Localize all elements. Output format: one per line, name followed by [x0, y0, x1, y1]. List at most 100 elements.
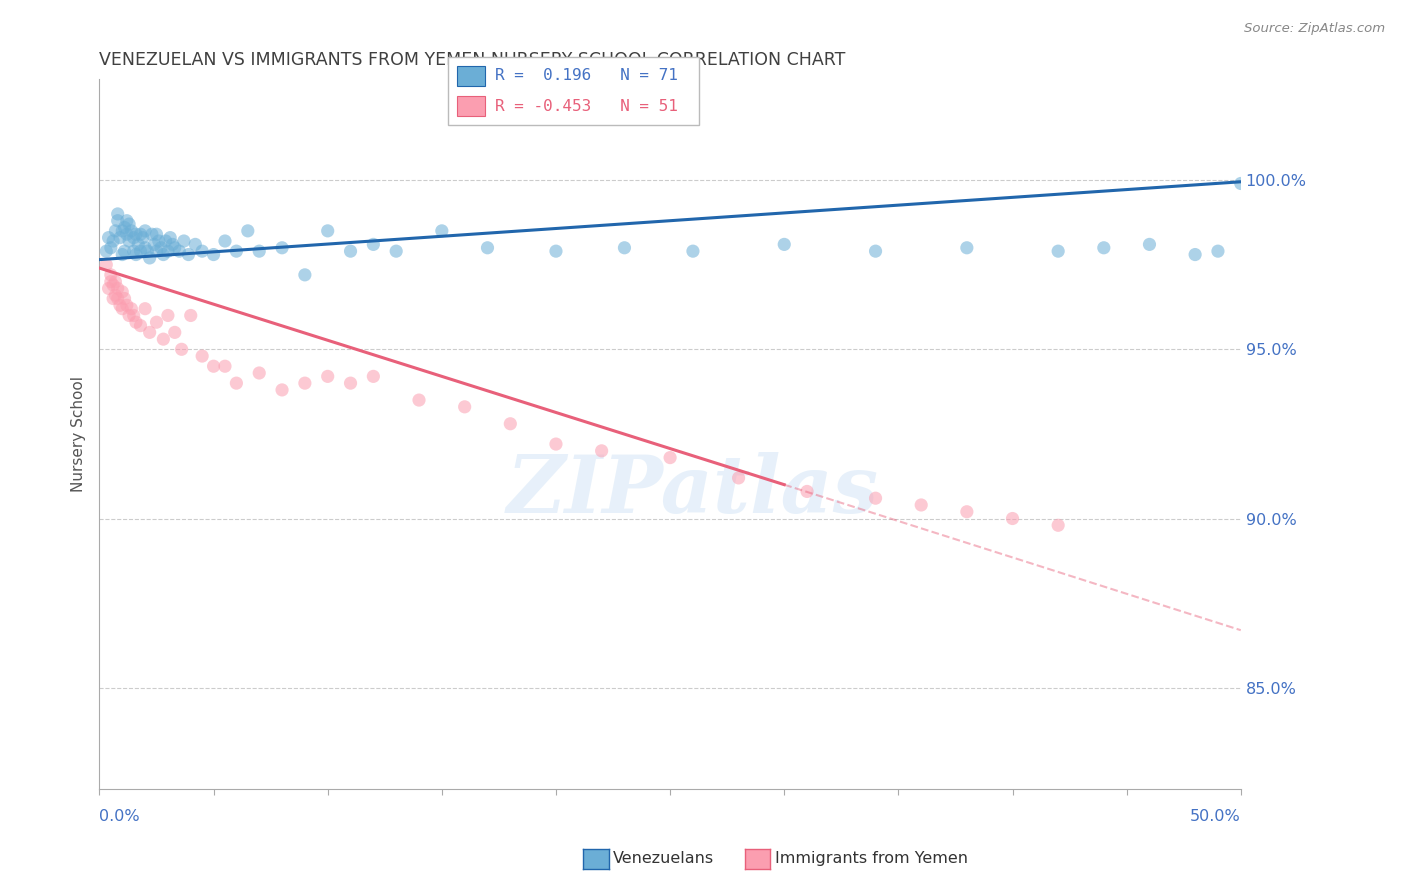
Point [544, 437, 567, 451]
Point [1229, 177, 1251, 191]
Point [138, 326, 160, 340]
FancyBboxPatch shape [447, 57, 699, 125]
Point [177, 247, 200, 261]
Point [138, 251, 160, 265]
Point [294, 268, 316, 282]
Point [150, 241, 173, 255]
Point [132, 230, 155, 244]
FancyBboxPatch shape [457, 66, 485, 86]
Point [385, 244, 408, 259]
Point [316, 369, 339, 384]
Point [363, 237, 385, 252]
Point [271, 241, 294, 255]
Point [214, 359, 236, 374]
Point [180, 309, 202, 323]
Point [453, 400, 475, 414]
Point [97, 281, 120, 295]
Point [134, 301, 156, 316]
Point [408, 393, 430, 408]
Point [104, 224, 127, 238]
Point [114, 244, 136, 259]
Point [125, 227, 148, 242]
Point [659, 450, 682, 465]
Point [143, 237, 166, 252]
Point [191, 349, 214, 363]
Point [163, 326, 186, 340]
Point [134, 224, 156, 238]
Y-axis label: Nursery School: Nursery School [72, 376, 86, 491]
Point [544, 244, 567, 259]
Point [107, 207, 129, 221]
Point [1139, 237, 1161, 252]
Point [118, 234, 141, 248]
Point [202, 247, 225, 261]
Point [125, 315, 148, 329]
Point [1184, 247, 1206, 261]
Point [111, 224, 134, 238]
Point [129, 227, 152, 242]
Point [122, 244, 145, 259]
Point [956, 241, 979, 255]
Point [1092, 241, 1115, 255]
Point [100, 268, 122, 282]
Point [96, 244, 118, 259]
Point [173, 234, 195, 248]
Point [236, 224, 259, 238]
Point [156, 309, 179, 323]
Point [1001, 511, 1024, 525]
Point [956, 505, 979, 519]
Text: R = -0.453   N = 51: R = -0.453 N = 51 [495, 99, 678, 114]
Point [247, 366, 270, 380]
Point [294, 376, 316, 391]
Text: 0.0%: 0.0% [100, 809, 141, 824]
Point [111, 301, 134, 316]
Point [191, 244, 214, 259]
Point [115, 298, 138, 312]
Point [159, 230, 181, 244]
Point [499, 417, 522, 431]
Point [145, 244, 167, 259]
Point [122, 230, 145, 244]
Point [101, 278, 124, 293]
Point [129, 244, 152, 259]
Point [148, 234, 170, 248]
Point [115, 213, 138, 227]
Text: R =  0.196   N = 71: R = 0.196 N = 71 [495, 68, 678, 83]
Point [156, 244, 179, 259]
Point [225, 376, 247, 391]
Point [339, 376, 361, 391]
Point [108, 298, 131, 312]
Point [682, 244, 704, 259]
Point [136, 244, 159, 259]
Point [108, 230, 131, 244]
Point [430, 224, 453, 238]
Point [118, 309, 141, 323]
Point [271, 383, 294, 397]
Point [316, 224, 339, 238]
Point [134, 241, 156, 255]
Point [225, 244, 247, 259]
Point [104, 288, 127, 302]
Point [100, 275, 122, 289]
FancyBboxPatch shape [457, 96, 485, 116]
Point [129, 318, 152, 333]
Point [796, 484, 818, 499]
Point [214, 234, 236, 248]
Point [202, 359, 225, 374]
Point [773, 237, 796, 252]
Point [120, 301, 142, 316]
Point [127, 237, 149, 252]
Point [1047, 244, 1070, 259]
Point [613, 241, 636, 255]
Point [910, 498, 932, 512]
Point [107, 292, 129, 306]
Point [1206, 244, 1229, 259]
Point [163, 241, 186, 255]
Point [97, 230, 120, 244]
Point [247, 244, 270, 259]
Point [96, 258, 118, 272]
Point [115, 227, 138, 242]
Point [184, 237, 207, 252]
Text: Source: ZipAtlas.com: Source: ZipAtlas.com [1244, 22, 1385, 36]
Point [339, 244, 361, 259]
